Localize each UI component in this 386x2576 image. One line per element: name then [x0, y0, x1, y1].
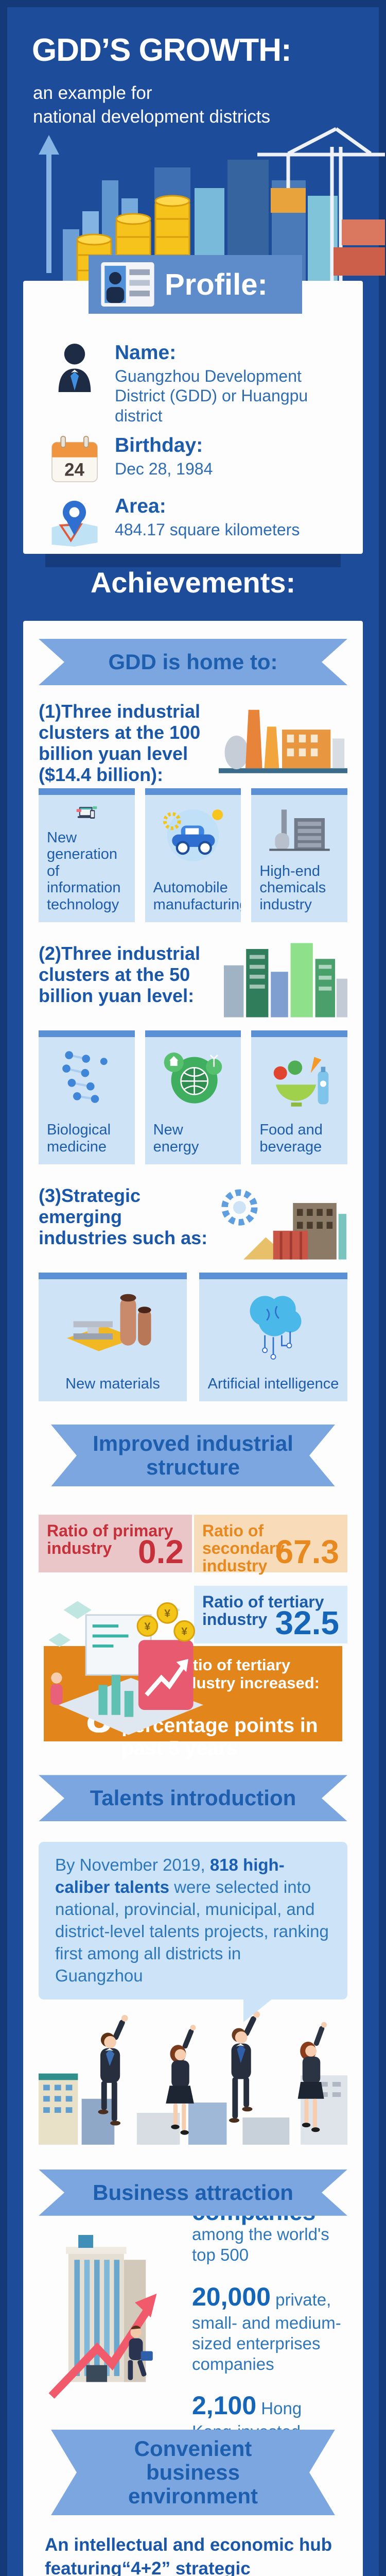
people-celebrating-icon [39, 2011, 347, 2145]
dna-icon [62, 1051, 108, 1103]
subtitle-line-1: an example for [33, 83, 152, 103]
ribbon-gdd-home: GDD is home to: [39, 639, 347, 685]
profile-row-area: Area: 484.17 square kilometers [48, 496, 344, 547]
birthday-value: Dec 28, 1984 [115, 460, 213, 478]
cluster-cards-50b: Biological medicine New energy [39, 1030, 347, 1164]
secondary-industry-label: Ratio of secondary industry [202, 1521, 285, 1575]
page-subtitle: an example for national development dist… [33, 81, 270, 129]
section-1-header: (1)Three industrial clusters at the 100 … [39, 701, 347, 785]
card-information-technology: New generation of information technology [39, 788, 135, 922]
green-buildings-icon [214, 943, 347, 1018]
card-caption: Artificial intelligence [207, 1375, 339, 1392]
card-caption: Food and beverage [259, 1122, 323, 1155]
secondary-industry-box: Ratio of secondary industry 67.3 [194, 1515, 347, 1575]
card-caption: Automobile manufacturing [153, 879, 241, 913]
tertiary-industry-label: Ratio of tertiary industry [202, 1592, 324, 1629]
profile-row-name: Name: Guangzhou Development District (GD… [48, 343, 344, 426]
card-automobile: Automobile manufacturing [145, 788, 241, 922]
increase-text: percentage points in past 5 years [121, 1714, 318, 1759]
card-artificial-intelligence: Artificial intelligence [199, 1273, 347, 1401]
person-icon [48, 343, 101, 392]
profile-card-shadow [45, 554, 341, 567]
emerging-cards: New materials Artificial inte [39, 1273, 347, 1401]
industrial-structure-block: Ratio of primary industry 0.2 Ratio of s… [39, 1515, 347, 1759]
green-energy-icon [164, 1052, 222, 1104]
card-new-materials: New materials [39, 1273, 187, 1401]
stat-sme: 20,000 private, small- and medium-sized … [192, 2282, 341, 2374]
section-3-heading: (3)Strategic emerging industries such as… [39, 1185, 208, 1249]
ribbon-business: Business attraction [39, 2170, 347, 2216]
section-3-header: (3)Strategic emerging industries such as… [39, 1185, 347, 1260]
profile-row-birthday: 24 Birthday: Dec 28, 1984 [48, 435, 344, 483]
primary-industry-box: Ratio of primary industry 0.2 [39, 1515, 192, 1573]
secondary-industry-value: 67.3 [275, 1533, 339, 1571]
office-building-icon [48, 2234, 157, 2399]
talents-text-bold: 818 high-caliber talents [55, 1855, 285, 1897]
birthday-label: Birthday: [115, 434, 203, 456]
talents-speech-bubble: By November 2019, 818 high-caliber talen… [39, 1842, 347, 2023]
achievements-card: GDD is home to: (1)Three industrial clus… [23, 621, 363, 2576]
profile-card: Profile: Name: Guangzhou Development Dis… [23, 255, 363, 554]
card-chemicals: High-end chemicals industry [251, 788, 347, 922]
subtitle-line-2: national development districts [33, 107, 271, 127]
ai-brain-icon [250, 1296, 302, 1360]
factory-icon [214, 701, 347, 775]
talents-text-suffix: were selected into national, provincial,… [55, 1877, 329, 1985]
tertiary-industry-box: Ratio of tertiary industry 32.5 [194, 1586, 347, 1644]
hero-section: GDD’S GROWTH: an example for national de… [0, 0, 386, 289]
profile-banner: Profile: [89, 255, 302, 314]
environment-intro: An intellectual and economic hub featuri… [45, 2535, 332, 2576]
name-value: Guangzhou Development District (GDD) or … [115, 367, 308, 425]
section-2-heading: (2)Three industrial clusters at the 50 b… [39, 943, 201, 1007]
calendar-icon: 24 [48, 435, 101, 483]
gear-warehouse-icon [214, 1185, 347, 1260]
svg-text:¥: ¥ [144, 1620, 150, 1633]
tertiary-industry-value: 32.5 [275, 1604, 339, 1642]
map-pin-icon [48, 496, 101, 547]
business-block: 192 companies among the world's top 500 … [39, 2174, 347, 2462]
card-new-energy: New energy [145, 1030, 241, 1164]
card-caption: New materials [65, 1375, 160, 1392]
svg-text:¥: ¥ [181, 1625, 187, 1638]
calendar-day: 24 [64, 460, 84, 480]
car-icon [163, 809, 223, 861]
business-stats: 192 companies among the world's top 500 … [192, 2174, 347, 2462]
id-card-icon [101, 262, 154, 307]
chart-growth-icon: ¥ ¥ ¥ [48, 1601, 203, 1735]
area-value: 484.17 square kilometers [115, 520, 300, 539]
chemical-plant-icon [269, 809, 330, 851]
achievements-title: Achievements: [90, 566, 296, 599]
card-caption: New generation of information technology [47, 829, 121, 913]
page-title: GDD’S GROWTH: [32, 32, 292, 68]
profile-banner-label: Profile: [165, 267, 268, 301]
ribbon-talents: Talents introduction [39, 1775, 347, 1821]
svg-text:¥: ¥ [164, 1607, 170, 1620]
laptop-icon [77, 806, 97, 819]
name-label: Name: [115, 342, 177, 364]
card-biological-medicine: Biological medicine [39, 1030, 135, 1164]
materials-icon [66, 1294, 151, 1351]
talents-text-prefix: By November 2019, [55, 1855, 210, 1875]
card-food-beverage: Food and beverage [251, 1030, 347, 1164]
card-caption: Biological medicine [47, 1122, 111, 1155]
primary-industry-label: Ratio of primary industry [47, 1521, 173, 1557]
cluster-cards-100b: New generation of information technology… [39, 788, 347, 922]
card-caption: High-end chemicals industry [259, 862, 326, 913]
ribbon-environment: Convenient business environment [51, 2430, 335, 2516]
primary-industry-value: 0.2 [138, 1533, 184, 1571]
food-icon [273, 1057, 328, 1107]
section-2-header: (2)Three industrial clusters at the 50 b… [39, 943, 347, 1018]
area-label: Area: [115, 495, 166, 517]
card-caption: New energy [153, 1122, 199, 1155]
ribbon-industrial-structure: Improved industrial structure [51, 1425, 335, 1486]
section-1-heading: (1)Three industrial clusters at the 100 … [39, 701, 201, 786]
